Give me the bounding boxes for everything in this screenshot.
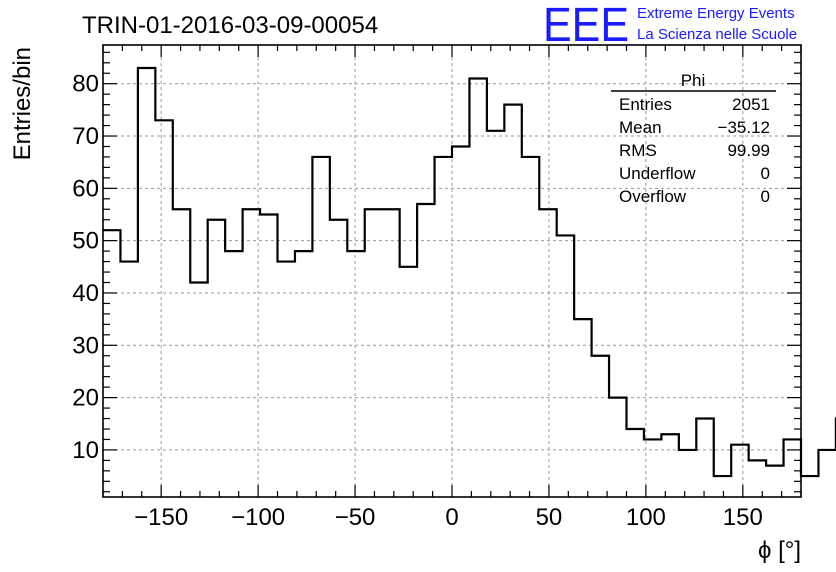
stats-title: Phi [681,71,706,90]
x-tick-label: 100 [626,504,666,531]
histogram-bin [714,476,731,497]
histogram-bin [661,434,678,497]
histogram-bin [609,398,626,497]
y-tick-label: 10 [72,437,99,464]
histogram-bin [138,68,155,497]
stats-value-underflow: 0 [761,164,770,183]
grid-lines [103,45,801,497]
stats-value-rms: 99.99 [727,141,770,160]
stats-label-underflow: Underflow [619,164,696,183]
x-tick-label: 150 [723,504,763,531]
logo-eee: EEE [543,0,629,52]
x-tick-label: −100 [231,504,285,531]
histogram-bin [312,157,329,497]
axes: −150 −100 −50 0 50 100 150 10 20 30 40 50 60 70 80 [72,44,802,531]
histogram-bin [103,230,120,497]
histogram-bin [487,131,504,497]
histogram-bin [818,450,835,497]
stats-label-mean: Mean [619,118,662,137]
x-tick-label: −150 [134,504,188,531]
stats-label-overflow: Overflow [619,187,687,206]
histogram-bin [260,215,277,498]
histogram-bin [766,466,783,497]
histogram-series [103,66,836,498]
histogram-bin [801,476,818,497]
y-tick-label: 30 [72,332,99,359]
y-tick-label: 20 [72,385,99,412]
histogram-bin [504,105,521,497]
y-tick-label: 40 [72,280,99,307]
histogram-bin [435,157,452,497]
x-tick-label: 50 [536,504,563,531]
histogram-bin [696,419,713,497]
histogram-bin [190,283,207,497]
histogram-bin [243,209,260,497]
histogram-bin [731,445,748,497]
x-axis-label: ϕ [°] [758,537,801,564]
histogram-bin [347,251,364,497]
histogram-bin [592,356,609,497]
stats-value-overflow: 0 [761,187,770,206]
logo-line-2: La Scienza nelle Scuole [637,26,797,43]
y-tick-label: 80 [72,71,99,98]
histogram-bin [382,209,399,497]
histogram-bin [278,262,295,497]
histogram-bin [155,120,172,497]
histogram-bin [365,209,382,497]
histogram-bin [679,450,696,497]
histogram-bin [173,209,190,497]
histogram-bin [557,235,574,497]
logo-line-1: Extreme Energy Events [637,5,795,22]
histogram-bin [452,146,469,497]
stats-label-rms: RMS [619,141,657,160]
histogram-bin [644,439,661,497]
histogram-bin [574,319,591,497]
y-tick-label: 70 [72,123,99,150]
histogram-bin [469,78,486,497]
histogram-bin [225,251,242,497]
stats-box: Phi Entries 2051 Mean −35.12 RMS 99.99 U… [611,71,776,206]
histogram-bin [627,429,644,497]
y-axis-label: Entries/bin [9,47,36,160]
x-tick-label: −50 [335,504,376,531]
stats-label-entries: Entries [619,95,672,114]
histogram-bin [208,220,225,497]
chart-title: TRIN-01-2016-03-09-00054 [82,12,378,39]
histogram-bin [784,439,801,497]
histogram-bin [749,460,766,497]
histogram-bin [539,209,556,497]
histogram-bin [330,220,347,497]
histogram-bin [400,267,417,497]
stats-value-entries: 2051 [732,95,770,114]
x-tick-label: 0 [445,504,458,531]
y-tick-label: 60 [72,175,99,202]
histogram-bin [522,157,539,497]
y-tick-label: 50 [72,228,99,255]
histogram-bin [417,204,434,497]
histogram-bin [295,251,312,497]
histogram-outline [103,66,836,478]
stats-value-mean: −35.12 [718,118,770,137]
histogram-bin [120,262,137,497]
